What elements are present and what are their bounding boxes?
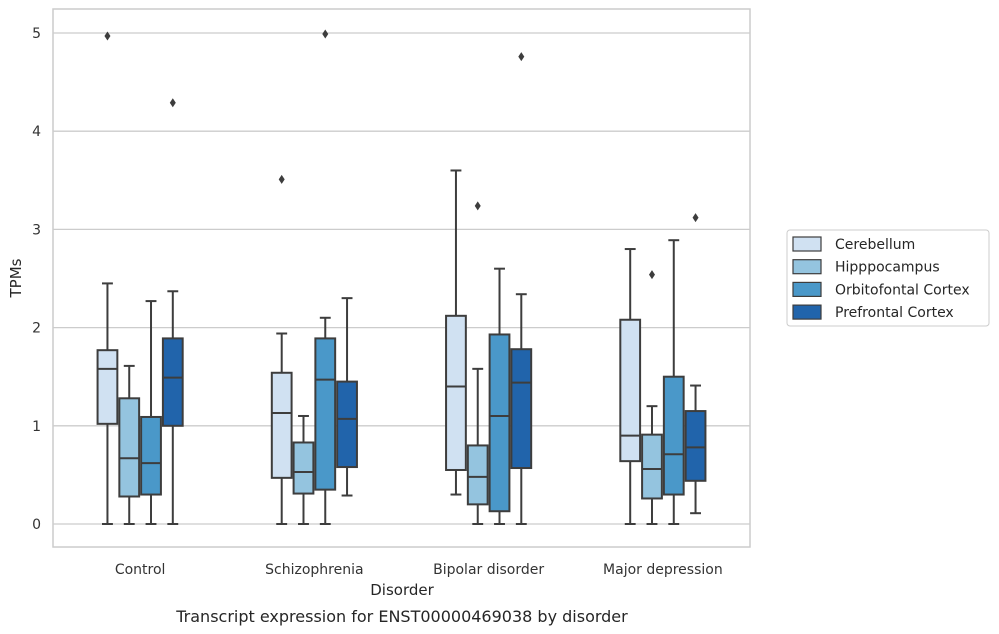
iqr-box: [314, 337, 337, 491]
outlier-point: [278, 174, 285, 184]
box-1-0: [270, 174, 293, 525]
iqr-box: [118, 397, 141, 498]
legend-item: Hipppocampus: [792, 259, 940, 276]
x-tick-label: Major depression: [603, 562, 723, 578]
box-2-0: [445, 169, 467, 496]
box-0-1: [118, 364, 141, 525]
outlier-point: [169, 98, 176, 108]
box-3-3: [684, 213, 707, 515]
outlier-point: [648, 270, 655, 280]
y-tick-label: 5: [32, 26, 41, 42]
legend-item: Prefrontal Cortex: [792, 304, 954, 321]
iqr-box: [140, 415, 162, 496]
legend-item: Orbitofontal Cortex: [792, 281, 970, 298]
legend-swatch: [792, 304, 822, 320]
box-1-1: [292, 414, 315, 525]
legend-label: Cerebellum: [835, 237, 915, 253]
x-tick-label: Bipolar disorder: [433, 562, 544, 578]
box-3-1: [641, 270, 663, 525]
iqr-box: [292, 441, 315, 495]
y-tick-label: 0: [32, 517, 41, 533]
box-2-3: [510, 52, 533, 525]
box-3-2: [662, 239, 685, 525]
legend-label: Hipppocampus: [835, 260, 940, 276]
iqr-box: [161, 337, 184, 427]
iqr-box: [641, 433, 663, 500]
legend-label: Prefrontal Cortex: [835, 305, 954, 321]
iqr-box: [662, 375, 685, 496]
legend-swatch: [792, 236, 822, 252]
box-0-2: [140, 300, 162, 525]
y-axis-label: TPMs: [7, 258, 25, 298]
iqr-box: [445, 314, 467, 471]
y-tick-labels: 0 1 2 3 4 5: [32, 26, 41, 533]
chart-caption: Transcript expression for ENST0000046903…: [175, 607, 628, 626]
x-axis-label: Disorder: [370, 581, 434, 599]
box-0-0: [96, 31, 119, 525]
box-2-2: [488, 267, 511, 525]
box-groups: [96, 29, 707, 525]
outlier-point: [104, 31, 111, 41]
iqr-box: [684, 410, 707, 482]
x-tick-label: Control: [115, 562, 166, 578]
y-tick-label: 1: [32, 419, 41, 435]
box-1-3: [336, 297, 358, 497]
legend: Cerebellum Hipppocampus Orbitofontal Corte…: [786, 229, 990, 327]
legend-swatch: [792, 281, 822, 297]
iqr-box: [270, 371, 293, 479]
y-tick-label: 4: [32, 124, 41, 140]
iqr-box: [466, 444, 489, 506]
outlier-point: [692, 213, 699, 223]
plot-frame: [52, 8, 751, 548]
iqr-box: [336, 380, 358, 469]
box-2-1: [466, 201, 489, 525]
outlier-point: [518, 52, 525, 62]
box-3-0: [619, 248, 642, 525]
iqr-box: [619, 318, 642, 463]
legend-frame: [786, 229, 990, 327]
iqr-box: [96, 349, 119, 425]
y-tick-label: 2: [32, 321, 41, 337]
legend-item: Cerebellum: [792, 236, 915, 253]
x-tick-labels: Control Schizophrenia Bipolar disorder Majo…: [115, 562, 723, 578]
x-tick-label: Schizophrenia: [265, 562, 363, 578]
outlier-point: [322, 29, 329, 39]
y-tick-label: 3: [32, 222, 41, 238]
legend-label: Orbitofontal Cortex: [835, 282, 970, 298]
iqr-box: [488, 333, 511, 513]
box-1-2: [314, 29, 337, 525]
box-0-3: [161, 98, 184, 525]
outlier-point: [474, 201, 481, 211]
legend-swatch: [792, 259, 822, 275]
iqr-box: [510, 348, 533, 470]
